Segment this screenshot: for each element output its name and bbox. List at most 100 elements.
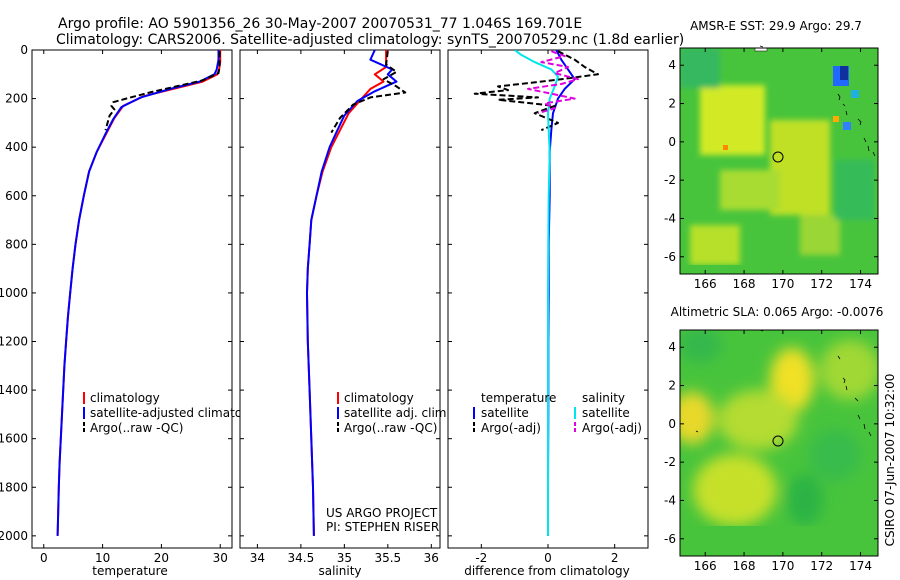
legend-label-argo: Argo(..raw -QC) [90, 421, 183, 435]
sla-island-marks [695, 329, 872, 437]
lon-tick-label: 174 [849, 277, 872, 291]
sst-island-marks [759, 45, 876, 157]
series-line-satellite-adjusted-climatology [56, 50, 220, 536]
sst-cool-patch [835, 160, 875, 220]
y-tick-label: 1800 [0, 480, 28, 494]
sst-warm-patch [800, 215, 840, 255]
y-tick-label: 400 [5, 140, 28, 154]
sst-cold-cell [851, 90, 859, 98]
sst-map-title: AMSR-E SST: 29.9 Argo: 29.7 [690, 19, 862, 33]
lon-tick-label: 170 [771, 559, 794, 573]
sla-map-frame [679, 329, 879, 557]
y-tick-label: 800 [5, 237, 28, 251]
y-tick-label: 0 [20, 43, 28, 57]
legend-label-sal-argo: Argo(-adj) [582, 421, 642, 435]
credit-line-1: US ARGO PROJECT [326, 506, 438, 520]
x-tick-label: -2 [475, 551, 487, 565]
difference-lines [473, 50, 599, 536]
lat-tick-label: 4 [668, 340, 676, 354]
series-line-satellite-adj-clim [306, 50, 398, 536]
lat-tick-label: 0 [668, 135, 676, 149]
difference-ticks: -2 0 2 [448, 49, 648, 565]
lon-tick-label: 174 [849, 559, 872, 573]
y-tick-label: 600 [5, 189, 28, 203]
legend-label-temp-argo: Argo(-adj) [481, 421, 541, 435]
salinity-ticks: 34 34.5 35 35.5 36 [240, 49, 440, 565]
temperature-panel: 0 10 20 30 0 200 400 600 800 1000 1200 1400 1600 1800… [0, 43, 268, 578]
lon-tick-label: 172 [810, 559, 833, 573]
temperature-xlabel: temperature [92, 564, 167, 578]
x-tick-label: 36 [424, 551, 439, 565]
sla-high-patch [820, 340, 878, 400]
legend-label-sal-satellite: satellite [582, 406, 630, 420]
temperature-legend: climatology satellite-adjusted climatolo… [83, 391, 268, 435]
temperature-ticks: 0 10 20 30 0 200 400 600 800 1000 1200 1400 1600 1800… [0, 43, 232, 565]
sst-cold-cell [840, 66, 848, 80]
sla-map-title: Altimetric SLA: 0.065 Argo: -0.0076 [671, 305, 884, 319]
lat-tick-label: -6 [664, 532, 676, 546]
legend-label-climatology: climatology [90, 391, 160, 405]
island-outlines [695, 45, 876, 437]
x-tick-label: 0 [544, 551, 552, 565]
series-line-argo-raw-qc [104, 51, 221, 131]
sla-map-ticks: 166 168 170 172 174 -6 -4 -2 0 2 4 [664, 330, 878, 573]
lon-tick-label: 166 [694, 277, 717, 291]
x-tick-label: 30 [213, 551, 228, 565]
argo-position-marker [772, 151, 784, 163]
lon-tick-label: 172 [810, 277, 833, 291]
sla-field-patches [680, 330, 878, 526]
lat-tick-label: 0 [668, 417, 676, 431]
legend-label-temp-satellite: satellite [481, 406, 529, 420]
y-tick-label: 1000 [0, 286, 28, 300]
timestamp-label: CSIRO 07-Jun-2007 10:32:00 [883, 374, 897, 547]
lat-tick-label: 4 [668, 58, 676, 72]
lon-tick-label: 168 [733, 559, 756, 573]
argo-position-marker [772, 435, 784, 447]
sla-low-patch [680, 330, 722, 363]
lon-tick-label: 166 [694, 559, 717, 573]
difference-xlabel: difference from climatology [464, 564, 630, 578]
series-line-argo-adj [473, 50, 599, 132]
lon-tick-label: 170 [771, 277, 794, 291]
legend-heading-temperature: temperature [481, 391, 556, 405]
sla-low-patch [787, 474, 823, 526]
sst-warm-cell [833, 116, 839, 122]
salinity-xlabel: salinity [318, 564, 361, 578]
sst-cold-cell [843, 122, 851, 130]
lat-tick-label: -2 [664, 173, 676, 187]
sst-warm-cell [723, 145, 728, 150]
legend-label-argo: Argo(..raw -QC) [344, 421, 437, 435]
sst-field-patches [680, 48, 875, 265]
difference-panel: -2 0 2 difference from climatology tempera… [447, 49, 649, 578]
sla-high-patch [680, 392, 714, 444]
series-line-argo-raw-qc [330, 51, 407, 134]
x-tick-label: 35 [337, 551, 352, 565]
sst-field [680, 48, 878, 274]
lat-tick-label: 2 [668, 379, 676, 393]
lat-tick-label: -4 [664, 493, 676, 507]
salinity-legend: climatology satellite adj. clim. Argo(..… [337, 391, 450, 435]
x-tick-label: 34 [250, 551, 265, 565]
figure-title-line2: Climatology: CARS2006. Satellite-adjuste… [56, 32, 684, 48]
y-tick-label: 1600 [0, 432, 28, 446]
salinity-axes-box [239, 49, 441, 549]
salinity-panel: 34 34.5 35 35.5 36 salinity climatology sate… [239, 49, 450, 578]
sst-cool-patch [680, 48, 720, 88]
sla-high-patch [693, 454, 777, 526]
x-tick-label: 35.5 [374, 551, 401, 565]
figure-title-line1: Argo profile: AO 5901356_26 30-May-2007 … [58, 16, 582, 32]
lon-tick-label: 168 [733, 277, 756, 291]
x-tick-label: 20 [154, 551, 169, 565]
lat-tick-label: -4 [664, 211, 676, 225]
sst-map-ticks: 166 168 170 172 174 -6 -4 -2 0 2 4 [664, 48, 878, 291]
sst-map-frame [679, 47, 879, 275]
legend-label-satellite: satellite adj. clim. [344, 406, 450, 420]
sst-warm-patch [700, 85, 765, 155]
sla-high-patch [718, 390, 798, 450]
series-line-satellite [514, 50, 559, 536]
x-tick-label: 10 [95, 551, 110, 565]
y-tick-label: 1200 [0, 335, 28, 349]
x-tick-label: 0 [40, 551, 48, 565]
lat-tick-label: 2 [668, 97, 676, 111]
